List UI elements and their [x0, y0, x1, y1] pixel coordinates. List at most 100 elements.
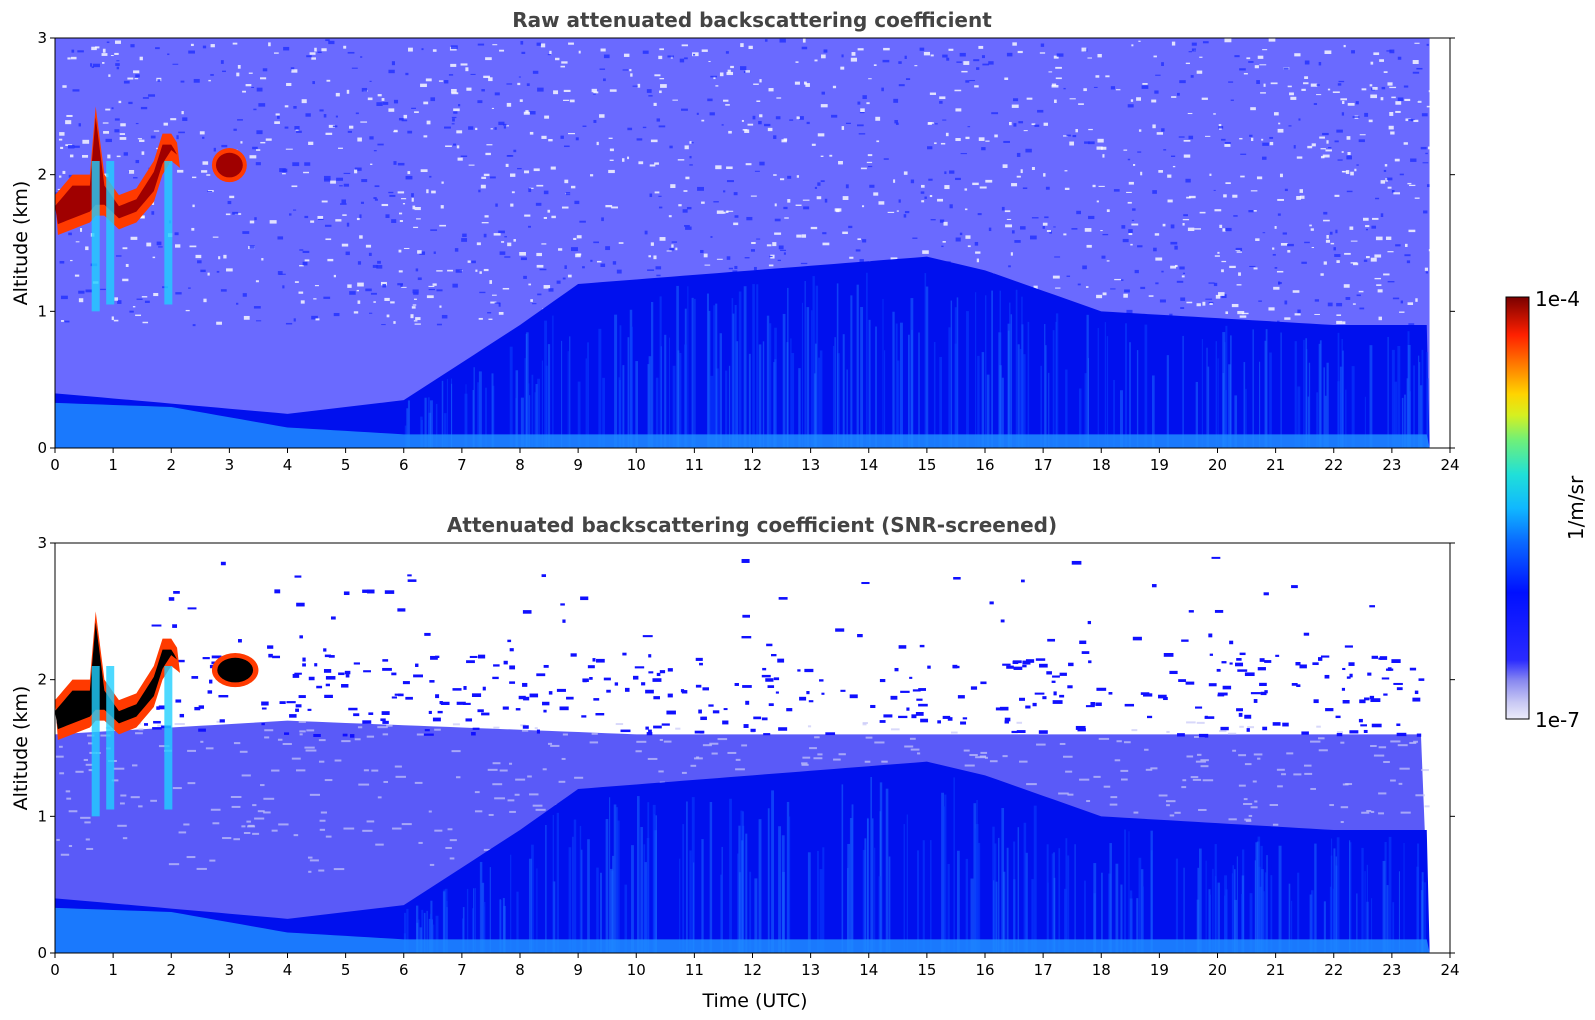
bl-streak — [644, 875, 647, 953]
noise-speckle — [1084, 141, 1090, 144]
bl-streak — [687, 286, 689, 448]
noise-speckle — [307, 856, 313, 859]
noise-speckle — [1120, 279, 1124, 281]
bl-streak — [846, 369, 848, 448]
noise-speckle — [411, 197, 414, 202]
noise-speckle — [1293, 773, 1302, 776]
noise-speckle — [1195, 760, 1206, 763]
noise-speckle — [82, 154, 89, 158]
noise-speckle — [778, 727, 788, 731]
noise-speckle — [467, 260, 471, 263]
noise-speckle — [575, 137, 579, 141]
noise-speckle — [1344, 252, 1351, 255]
noise-speckle — [1154, 90, 1159, 94]
noise-speckle — [632, 85, 638, 87]
y-tick-label: 1 — [37, 302, 47, 320]
noise-speckle — [1022, 664, 1027, 668]
noise-speckle — [1366, 810, 1372, 813]
noise-speckle — [590, 259, 593, 262]
x-tick-label: 12 — [743, 456, 762, 474]
noise-speckle — [800, 262, 808, 265]
noise-speckle — [726, 180, 734, 183]
noise-speckle — [1131, 729, 1138, 732]
noise-speckle — [1132, 208, 1136, 211]
noise-speckle — [1240, 175, 1245, 178]
noise-speckle — [285, 148, 293, 150]
noise-speckle — [733, 222, 739, 226]
noise-speckle — [1345, 170, 1350, 174]
bl-streak — [804, 280, 806, 448]
noise-speckle — [1269, 136, 1274, 139]
noise-speckle — [327, 258, 334, 262]
noise-speckle — [1387, 82, 1393, 86]
noise-speckle — [505, 163, 509, 167]
noise-speckle — [1416, 67, 1423, 70]
noise-speckle — [1038, 730, 1048, 734]
noise-speckle — [1381, 677, 1390, 680]
noise-speckle — [811, 143, 816, 146]
noise-speckle — [1249, 134, 1253, 137]
noise-speckle — [1251, 137, 1254, 142]
noise-speckle — [191, 227, 195, 231]
bl-streak — [941, 792, 945, 953]
noise-speckle — [489, 280, 493, 284]
noise-speckle — [1047, 638, 1056, 642]
noise-speckle — [1346, 190, 1353, 193]
noise-speckle — [295, 769, 306, 772]
noise-speckle — [801, 763, 809, 766]
noise-speckle — [445, 145, 452, 148]
noise-speckle — [953, 665, 960, 669]
noise-speckle — [697, 186, 704, 191]
noise-speckle — [834, 208, 842, 212]
noise-speckle — [796, 175, 800, 178]
noise-speckle — [373, 301, 376, 303]
noise-speckle — [1199, 56, 1203, 58]
bl-streak — [738, 872, 742, 953]
noise-speckle — [708, 60, 711, 63]
noise-speckle — [1255, 238, 1260, 241]
bl-streak — [1183, 867, 1185, 953]
bl-streak — [451, 383, 453, 448]
colorbar-min-label: 1e-7 — [1535, 708, 1580, 732]
noise-speckle — [555, 57, 560, 61]
bl-streak — [556, 812, 559, 953]
noise-speckle — [906, 707, 910, 711]
noise-speckle — [868, 78, 872, 80]
noise-speckle — [1196, 721, 1205, 724]
bl-streak — [954, 343, 958, 448]
bl-streak — [1265, 329, 1268, 448]
noise-speckle — [866, 161, 873, 164]
bl-streak — [1067, 855, 1070, 953]
noise-speckle — [185, 309, 190, 312]
bl-streak — [420, 416, 423, 448]
noise-speckle — [423, 135, 428, 138]
noise-speckle — [1224, 38, 1232, 43]
bl-streak — [1280, 332, 1282, 448]
noise-speckle — [1284, 188, 1288, 192]
noise-speckle — [608, 169, 615, 174]
noise-speckle — [562, 619, 566, 623]
noise-speckle — [723, 190, 726, 193]
virga — [164, 666, 173, 810]
noise-speckle — [230, 795, 242, 798]
noise-speckle — [155, 47, 160, 50]
noise-speckle — [243, 832, 251, 835]
noise-speckle — [716, 258, 723, 260]
noise-speckle — [123, 152, 128, 156]
noise-speckle — [1032, 702, 1037, 707]
noise-speckle — [979, 186, 987, 189]
noise-speckle — [130, 796, 140, 799]
x-tick-label: 13 — [801, 456, 820, 474]
noise-speckle — [410, 314, 414, 319]
noise-speckle — [819, 679, 824, 682]
noise-speckle — [1375, 236, 1383, 241]
noise-speckle — [1246, 57, 1251, 60]
noise-speckle — [343, 591, 350, 596]
noise-speckle — [867, 154, 873, 157]
noise-speckle — [1407, 182, 1412, 185]
noise-speckle — [451, 123, 455, 125]
noise-speckle — [1185, 681, 1195, 685]
noise-speckle — [795, 204, 802, 206]
noise-speckle — [1414, 690, 1419, 695]
bl-streak — [832, 345, 835, 448]
